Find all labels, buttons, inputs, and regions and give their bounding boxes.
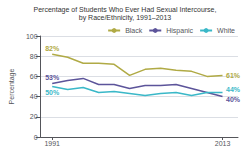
svg-text:Percentage of Students Who Eve: Percentage of Students Who Ever Had Sexu… (34, 6, 217, 14)
svg-text:by Race/Ethnicity, 1991–2013: by Race/Ethnicity, 1991–2013 (79, 14, 172, 22)
svg-text:53%: 53% (45, 74, 60, 81)
svg-text:50%: 50% (45, 89, 60, 96)
svg-text:61%: 61% (226, 72, 241, 79)
svg-text:20: 20 (30, 113, 38, 120)
svg-text:44%: 44% (226, 86, 241, 93)
svg-text:40%: 40% (226, 96, 241, 103)
svg-text:Black: Black (125, 27, 143, 34)
svg-text:100: 100 (26, 33, 38, 40)
svg-text:40: 40 (30, 93, 38, 100)
svg-text:80: 80 (30, 53, 38, 60)
svg-text:White: White (217, 27, 235, 34)
svg-text:0: 0 (34, 134, 38, 141)
svg-text:60: 60 (30, 73, 38, 80)
svg-text:82%: 82% (45, 45, 60, 52)
svg-text:Hispanic: Hispanic (166, 27, 193, 35)
svg-text:2013: 2013 (215, 140, 231, 147)
svg-text:Percentage: Percentage (8, 68, 16, 104)
svg-text:1991: 1991 (44, 140, 60, 147)
